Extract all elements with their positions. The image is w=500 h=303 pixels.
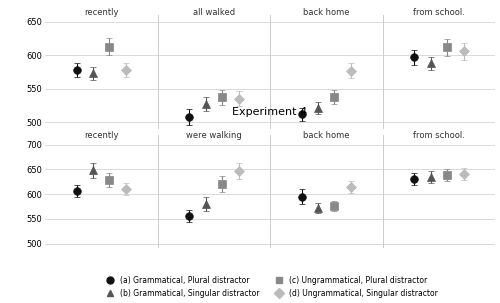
Text: from school.: from school. xyxy=(413,8,465,17)
Text: recently: recently xyxy=(84,8,118,17)
Text: back home: back home xyxy=(303,8,350,17)
Title: Experiment 4: Experiment 4 xyxy=(232,107,308,117)
Legend: (a) Grammatical, Plural distractor, (b) Grammatical, Singular distractor, (c) Un: (a) Grammatical, Plural distractor, (b) … xyxy=(101,274,439,299)
Text: back home: back home xyxy=(303,131,350,140)
Text: were walking: were walking xyxy=(186,131,242,140)
Text: recently: recently xyxy=(84,131,118,140)
Text: all walked: all walked xyxy=(192,8,235,17)
Text: from school.: from school. xyxy=(413,131,465,140)
